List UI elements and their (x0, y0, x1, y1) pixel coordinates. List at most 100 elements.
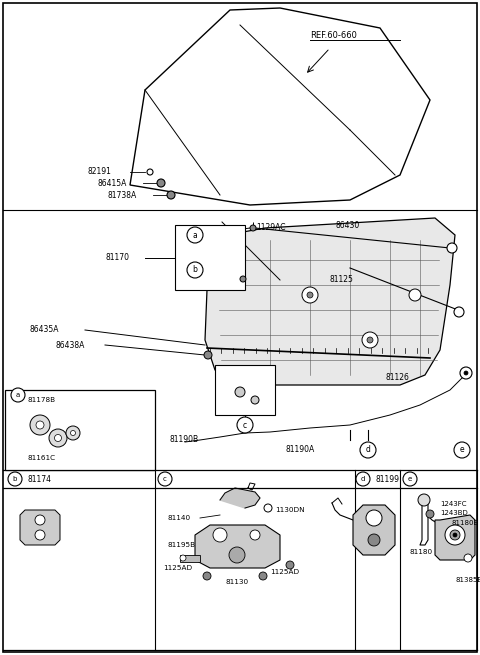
Text: 81125: 81125 (330, 276, 354, 284)
Text: 81385B: 81385B (455, 577, 480, 583)
Text: e: e (460, 445, 464, 455)
Text: c: c (243, 421, 247, 430)
Circle shape (286, 561, 294, 569)
Text: 1243BD: 1243BD (440, 510, 468, 516)
Circle shape (167, 191, 175, 199)
Text: 1129AC: 1129AC (256, 223, 286, 233)
Circle shape (464, 371, 468, 375)
Text: 1130DN: 1130DN (275, 507, 305, 513)
Circle shape (30, 415, 50, 435)
Circle shape (71, 430, 75, 436)
Circle shape (36, 421, 44, 429)
Polygon shape (28, 418, 45, 422)
Circle shape (157, 179, 165, 187)
Circle shape (66, 426, 80, 440)
Circle shape (362, 332, 378, 348)
Text: a: a (192, 231, 197, 240)
Circle shape (426, 510, 434, 518)
Text: 81190A: 81190A (285, 445, 314, 455)
Circle shape (368, 534, 380, 546)
Text: 81180: 81180 (410, 549, 433, 555)
Circle shape (204, 351, 212, 359)
Text: 81161C: 81161C (28, 455, 56, 461)
Circle shape (49, 429, 67, 447)
Text: c: c (163, 476, 167, 482)
Text: d: d (366, 445, 371, 455)
Text: REF.60-660: REF.60-660 (310, 31, 357, 39)
Text: 1243FC: 1243FC (440, 501, 467, 507)
Text: 81180E: 81180E (452, 520, 479, 526)
Text: 81190B: 81190B (170, 436, 199, 445)
Text: 86435A: 86435A (30, 326, 60, 335)
Circle shape (409, 289, 421, 301)
Circle shape (8, 472, 22, 486)
Text: 1125AD: 1125AD (163, 565, 192, 571)
Circle shape (251, 396, 259, 404)
Circle shape (259, 572, 267, 580)
Text: 81195B: 81195B (167, 542, 195, 548)
Circle shape (187, 227, 203, 243)
Circle shape (35, 530, 45, 540)
Text: b: b (13, 476, 17, 482)
Polygon shape (195, 525, 280, 568)
Text: b: b (192, 265, 197, 274)
Polygon shape (130, 8, 430, 205)
Circle shape (229, 547, 245, 563)
Text: a: a (16, 392, 20, 398)
Circle shape (237, 417, 253, 433)
Circle shape (187, 262, 203, 278)
Circle shape (366, 510, 382, 526)
Bar (5, 390, 155, 470)
Text: 81174: 81174 (27, 474, 51, 483)
Polygon shape (20, 510, 60, 545)
Circle shape (464, 554, 472, 562)
Circle shape (356, 472, 370, 486)
Circle shape (180, 555, 186, 561)
Circle shape (264, 504, 272, 512)
Circle shape (147, 169, 153, 175)
Circle shape (307, 292, 313, 298)
Polygon shape (205, 218, 455, 385)
Circle shape (418, 494, 430, 506)
Bar (215, 365, 275, 415)
Circle shape (454, 442, 470, 458)
Text: d: d (361, 476, 365, 482)
Circle shape (158, 472, 172, 486)
Circle shape (445, 525, 465, 545)
Polygon shape (220, 488, 260, 508)
Circle shape (367, 337, 373, 343)
Polygon shape (435, 515, 475, 560)
Text: 86415A: 86415A (98, 179, 127, 187)
Text: 1125AD: 1125AD (270, 569, 299, 575)
Text: 81178B: 81178B (28, 397, 56, 403)
Circle shape (240, 276, 246, 282)
Circle shape (454, 307, 464, 317)
Circle shape (250, 530, 260, 540)
Circle shape (403, 472, 417, 486)
Text: 86430: 86430 (335, 221, 359, 229)
Text: 82191: 82191 (88, 168, 112, 176)
Circle shape (235, 387, 245, 397)
Text: 86438A: 86438A (55, 341, 84, 350)
Circle shape (250, 225, 256, 231)
Polygon shape (353, 505, 395, 555)
Text: 81199: 81199 (375, 474, 399, 483)
Circle shape (55, 434, 61, 441)
Text: 81130: 81130 (225, 579, 248, 585)
Text: 81140: 81140 (167, 515, 190, 521)
Circle shape (453, 533, 457, 537)
Circle shape (447, 243, 457, 253)
Circle shape (213, 528, 227, 542)
Text: e: e (408, 476, 412, 482)
Circle shape (11, 388, 25, 402)
Circle shape (460, 367, 472, 379)
Text: 81738A: 81738A (108, 191, 137, 200)
Text: 81170: 81170 (105, 253, 129, 263)
Text: 81126: 81126 (385, 373, 409, 383)
Circle shape (35, 515, 45, 525)
Circle shape (302, 287, 318, 303)
Bar (175, 225, 245, 290)
Polygon shape (180, 555, 200, 562)
Circle shape (203, 572, 211, 580)
Circle shape (450, 530, 460, 540)
